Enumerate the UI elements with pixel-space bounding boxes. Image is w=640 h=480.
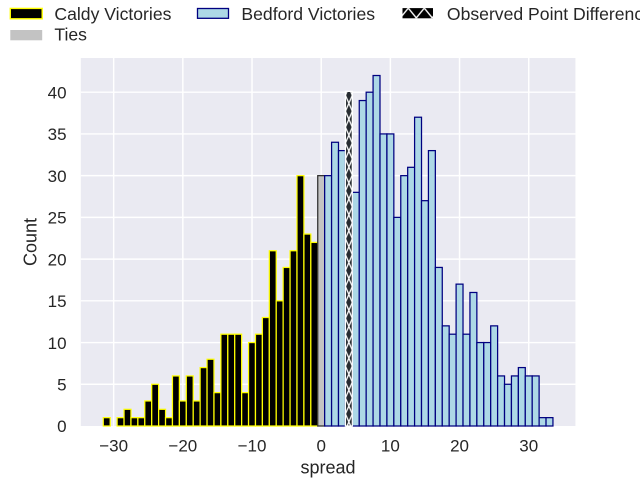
svg-text:10: 10	[381, 437, 400, 456]
svg-text:Observed Point Difference: Observed Point Difference	[447, 4, 640, 24]
svg-text:35: 35	[48, 125, 67, 144]
svg-text:−20: −20	[168, 437, 197, 456]
svg-text:−30: −30	[99, 437, 128, 456]
svg-text:20: 20	[450, 437, 469, 456]
svg-text:Caldy Victories: Caldy Victories	[54, 4, 171, 24]
svg-text:0: 0	[57, 417, 66, 436]
svg-text:15: 15	[48, 292, 67, 311]
svg-text:40: 40	[48, 83, 67, 102]
svg-text:25: 25	[48, 209, 67, 228]
svg-text:30: 30	[48, 167, 67, 186]
svg-text:30: 30	[519, 437, 538, 456]
svg-text:10: 10	[48, 334, 67, 353]
svg-text:−10: −10	[238, 437, 267, 456]
svg-text:20: 20	[48, 250, 67, 269]
svg-text:Bedford Victories: Bedford Victories	[241, 4, 375, 24]
svg-text:5: 5	[57, 375, 66, 394]
svg-text:spread: spread	[300, 458, 355, 478]
svg-text:Count: Count	[21, 218, 41, 266]
svg-text:Ties: Ties	[54, 24, 87, 44]
svg-text:0: 0	[316, 437, 325, 456]
